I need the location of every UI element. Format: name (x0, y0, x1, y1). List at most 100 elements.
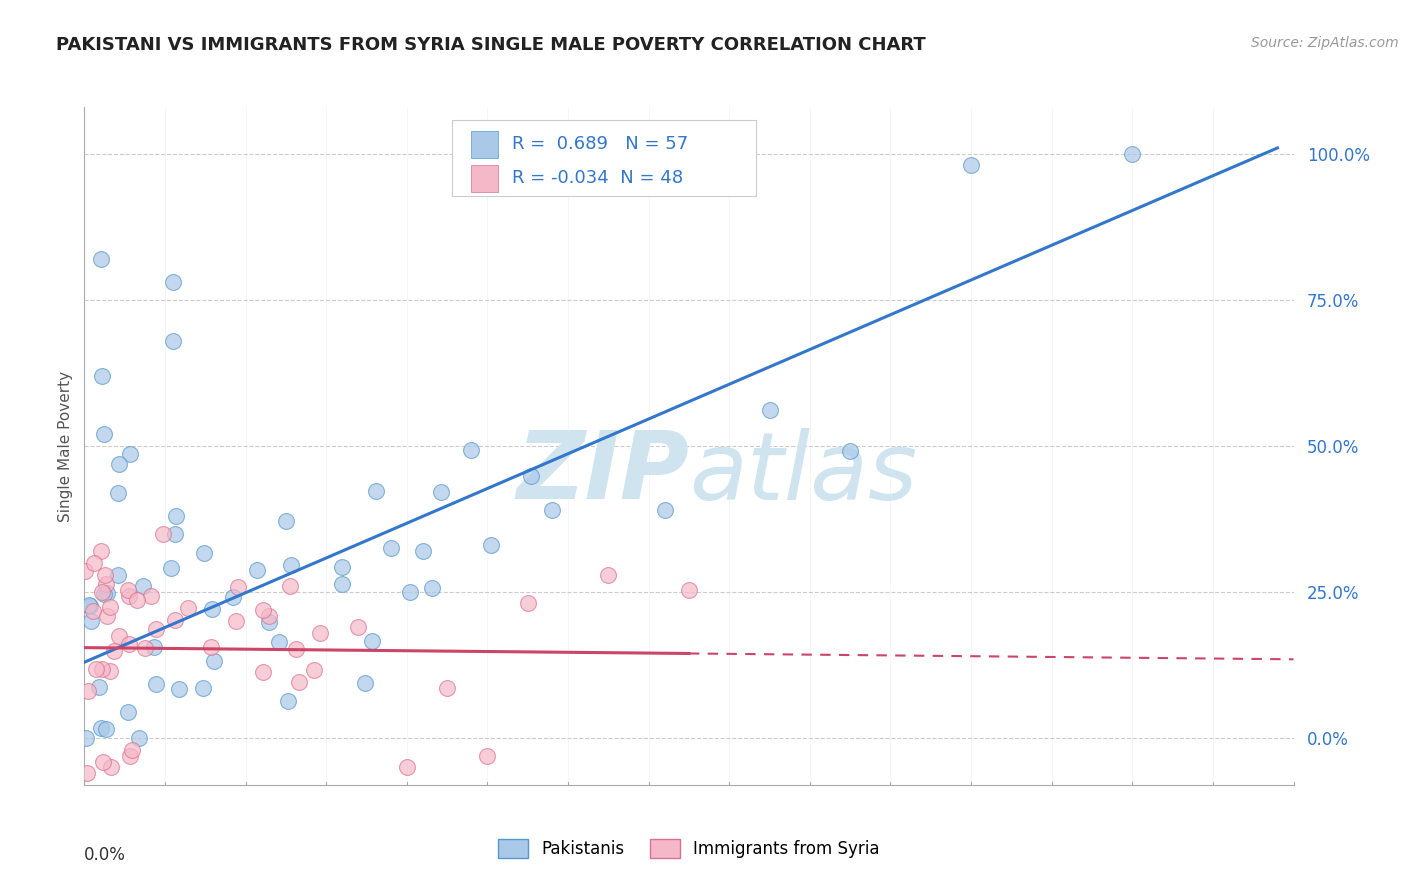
Point (399, 585, 422, 599)
Point (108, 629, 131, 643)
Point (132, 579, 155, 593)
Text: 0.0%: 0.0% (84, 846, 127, 864)
Point (90, 544, 112, 558)
Point (77, 598, 100, 612)
Point (267, 634, 290, 648)
Point (429, 485, 451, 500)
Point (79, 599, 101, 614)
Point (83, 556, 105, 570)
Legend: Pakistanis, Immigrants from Syria: Pakistanis, Immigrants from Syria (492, 832, 886, 864)
Point (76, 766, 98, 780)
Point (143, 640, 166, 654)
Point (361, 633, 384, 648)
Point (541, 503, 564, 517)
Point (246, 563, 269, 577)
Point (75, 731, 97, 746)
Point (278, 578, 301, 592)
Point (90, 721, 112, 735)
Point (90, 252, 112, 266)
Point (520, 469, 543, 483)
Point (257, 608, 280, 623)
Point (93, 587, 115, 601)
Point (145, 622, 167, 636)
Point (94, 577, 117, 591)
Point (200, 640, 222, 654)
Point (134, 641, 156, 656)
Point (277, 694, 299, 708)
Point (91, 585, 114, 599)
Point (222, 590, 245, 604)
Point (118, 637, 141, 651)
Point (108, 457, 131, 471)
Point (839, 443, 862, 458)
Point (758, 402, 780, 417)
Point (436, 681, 458, 695)
Point (98, 664, 121, 678)
Point (598, 567, 620, 582)
Point (380, 541, 402, 556)
Point (82, 604, 104, 618)
Point (304, 663, 326, 677)
Point (678, 582, 700, 597)
Point (80, 615, 103, 629)
Point (347, 620, 370, 634)
Point (228, 580, 250, 594)
Point (125, 593, 148, 607)
Point (93, 427, 115, 442)
Point (163, 526, 186, 541)
Point (91, 755, 114, 769)
Point (141, 589, 163, 603)
Point (420, 581, 443, 595)
Point (285, 642, 308, 657)
Point (73, 564, 96, 578)
Point (91, 662, 114, 676)
Point (162, 334, 184, 348)
Point (165, 509, 187, 524)
Text: R = -0.034  N = 48: R = -0.034 N = 48 (512, 169, 683, 187)
Y-axis label: Single Male Poverty: Single Male Poverty (58, 370, 73, 522)
Point (117, 582, 139, 597)
Point (152, 526, 174, 541)
Point (280, 558, 302, 573)
Point (288, 675, 311, 690)
Point (460, 443, 482, 458)
Point (121, 743, 143, 757)
Point (91, 368, 114, 383)
Point (160, 561, 183, 575)
Point (107, 485, 129, 500)
Point (201, 601, 224, 615)
Point (107, 568, 129, 582)
Point (177, 601, 200, 615)
Point (516, 596, 538, 610)
Point (1121, 146, 1143, 161)
Point (274, 514, 297, 528)
Point (117, 705, 139, 719)
Point (654, 503, 676, 517)
Point (252, 602, 274, 616)
Text: atlas: atlas (689, 427, 917, 518)
Point (162, 276, 184, 290)
Point (353, 676, 375, 690)
Point (120, 748, 142, 763)
Point (309, 626, 332, 640)
Point (96, 586, 118, 600)
Point (225, 615, 247, 629)
Point (332, 576, 354, 591)
Point (193, 681, 215, 696)
Point (330, 560, 353, 574)
Point (118, 447, 141, 461)
Point (364, 484, 387, 499)
Point (100, 760, 122, 774)
Text: PAKISTANI VS IMMIGRANTS FROM SYRIA SINGLE MALE POVERTY CORRELATION CHART: PAKISTANI VS IMMIGRANTS FROM SYRIA SINGL… (56, 36, 927, 54)
Point (167, 682, 190, 697)
Text: ZIP: ZIP (516, 427, 689, 519)
Point (412, 544, 434, 558)
Point (103, 643, 125, 657)
Point (94, 722, 117, 736)
Point (145, 677, 167, 691)
Point (395, 760, 418, 774)
Point (252, 665, 274, 680)
Point (118, 589, 141, 603)
Point (259, 615, 281, 629)
Point (163, 613, 186, 627)
